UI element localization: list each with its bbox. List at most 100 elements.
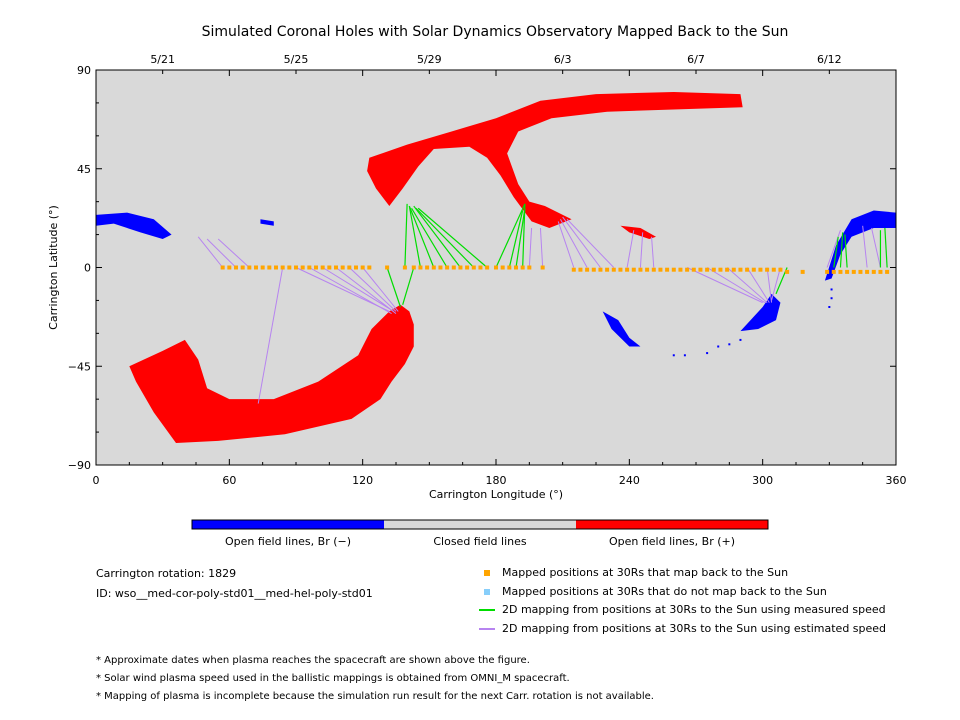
mapped-point (478, 265, 483, 270)
estimated-mapping-line (566, 218, 615, 268)
lightblue-square-icon (484, 588, 490, 595)
mapped-point (425, 265, 430, 270)
x-tick-label: 240 (619, 474, 640, 487)
measured-mapping-line (415, 207, 475, 268)
mapped-point (274, 265, 278, 270)
mapping-lines (197, 203, 888, 404)
mapped-point (685, 267, 690, 272)
footnote: * Approximate dates when plasma reaches … (96, 655, 530, 666)
mapped-point (711, 267, 716, 272)
orange-square-icon (484, 570, 490, 577)
colorbar-label: Open field lines, Br (+) (609, 535, 735, 548)
estimated-mapping-line (528, 227, 533, 268)
mapped-point (765, 267, 770, 272)
mapped-point (327, 265, 332, 270)
measured-mapping-line (417, 207, 488, 268)
mapped-point (878, 269, 883, 274)
mapped-point (367, 265, 372, 270)
mapped-point (254, 265, 258, 270)
mapped-point (725, 267, 730, 272)
mapped-point (280, 265, 285, 270)
estimated-mapping-line (539, 227, 544, 268)
colorbar-label: Open field lines, Br (−) (225, 535, 351, 548)
x-tick-label: 0 (93, 474, 100, 487)
mapped-points (220, 265, 890, 274)
mapped-point (354, 265, 358, 270)
mapped-point (718, 267, 723, 272)
estimated-mapping-line (639, 232, 644, 268)
colorbar-frame (191, 519, 769, 530)
mapped-point (851, 269, 856, 274)
mapped-point (247, 265, 252, 270)
estimated-mapping-line (335, 267, 397, 314)
y-tick-label: 0 (84, 262, 91, 275)
measured-mapping-line (386, 267, 402, 308)
west-negative-hole (96, 212, 172, 239)
footnotes: * Approximate dates when plasma reaches … (96, 652, 654, 706)
estimated-mapping-line (686, 267, 763, 304)
axes: 0 60 120 180 240 300 360 −90 −45 0 45 90 6/12 6/7 6/3 5… (68, 53, 907, 487)
mapped-point (227, 265, 232, 270)
mapped-point (458, 265, 463, 270)
x-tick-label: 360 (886, 474, 907, 487)
east-negative-hole (824, 210, 896, 281)
estimated-mapping-line (771, 267, 781, 301)
mapped-point (500, 265, 505, 270)
colorbar-closed (384, 520, 576, 529)
estimated-mapping-line (871, 227, 881, 268)
mapped-point (665, 267, 670, 272)
mapped-point (385, 265, 390, 270)
carrington-rotation: Carrington rotation: 1829 (96, 567, 237, 580)
green-line-icon (479, 609, 495, 612)
mapped-point (611, 267, 616, 272)
mapped-point (287, 265, 292, 270)
chart-title: Simulated Coronal Holes with Solar Dynam… (202, 24, 789, 40)
mapped-point (260, 265, 265, 270)
colorbar-positive (576, 520, 768, 529)
colorbar-label: Closed field lines (433, 535, 527, 548)
estimated-mapping-line (862, 225, 868, 268)
mapped-point (731, 267, 736, 272)
mapped-point (514, 265, 518, 270)
mapped-point (838, 269, 843, 274)
mapped-point (340, 265, 345, 270)
mapped-point (438, 265, 443, 270)
mapped-point (651, 267, 656, 272)
measured-mapping-line (404, 203, 408, 268)
mapped-point (871, 269, 876, 274)
estimated-mapping-line (197, 236, 224, 268)
footnote: * Solar wind plasma speed used in the ba… (96, 673, 570, 684)
y-tick-label: −45 (68, 360, 91, 373)
mapped-point (831, 269, 836, 274)
estimated-mapping-line (309, 267, 392, 315)
legend-unmapped: Mapped positions at 30Rs that do not map… (472, 583, 886, 602)
estimated-mapping-line (726, 267, 768, 303)
estimated-mapping-line (626, 230, 635, 268)
measured-mapping-line (495, 203, 526, 268)
mapped-point (334, 265, 338, 270)
small-positive-hole (620, 225, 656, 239)
measured-mapping-line (411, 207, 448, 268)
y-tick-label: 90 (77, 64, 91, 77)
coronal-holes (96, 91, 896, 444)
mapped-point (307, 265, 312, 270)
measured-mapping-line (844, 234, 848, 268)
negative-speck (717, 345, 720, 348)
legend-estimated: 2D mapping from positions at 30Rs to the… (472, 620, 886, 639)
measured-mapping-line (413, 205, 461, 268)
mapped-point (360, 265, 365, 270)
date-tick-label: 6/7 (687, 53, 705, 66)
estimated-mapping-line (560, 218, 588, 268)
estimated-mapping-line (706, 267, 766, 304)
estimated-mapping-line (257, 267, 284, 404)
measured-mapping-line (402, 267, 415, 305)
legend-estimated-label: 2D mapping from positions at 30Rs to the… (502, 621, 887, 635)
date-tick-label: 5/29 (417, 53, 442, 66)
legend-unmapped-label: Mapped positions at 30Rs that do not map… (502, 584, 827, 598)
mapped-point (638, 267, 643, 272)
mapped-point (885, 269, 890, 274)
estimated-mapping-line (206, 238, 237, 268)
y-tick-label: 45 (77, 163, 91, 176)
mapped-point (858, 269, 863, 274)
